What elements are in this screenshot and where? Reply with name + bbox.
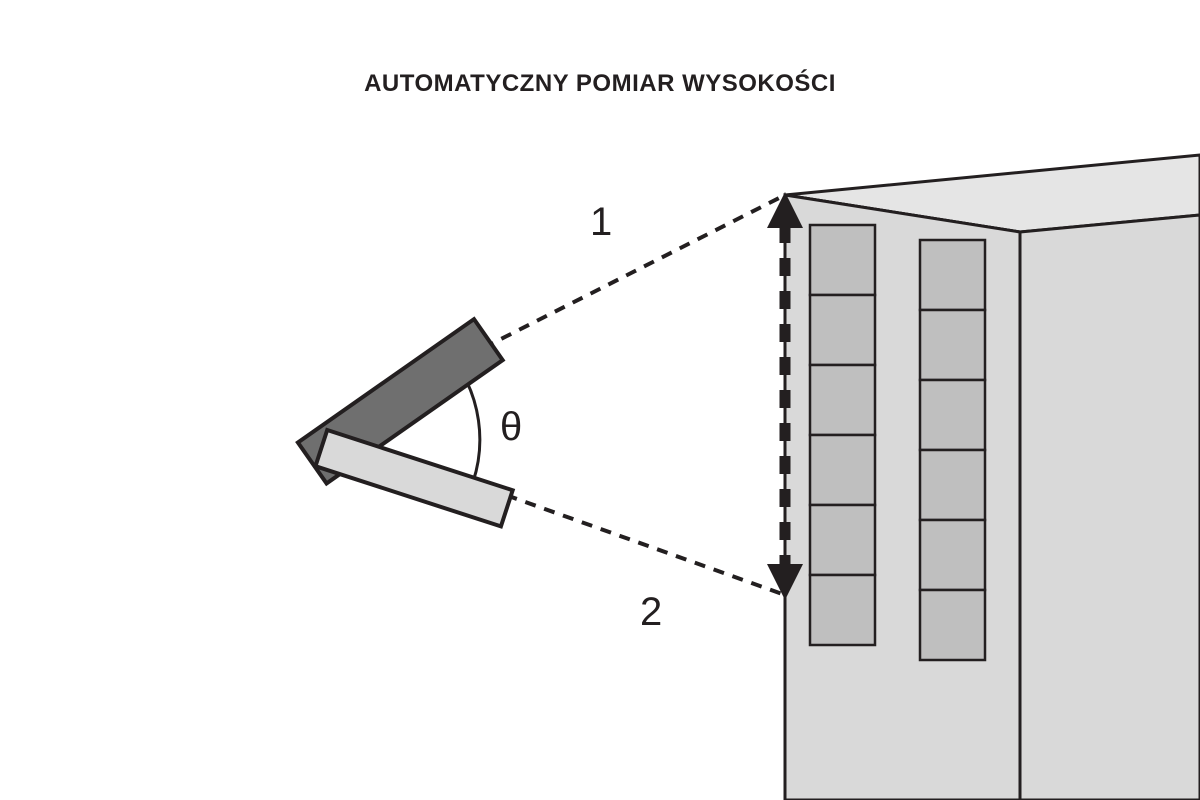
label-sightline-2: 2 — [640, 590, 662, 635]
diagram-title: AUTOMATYCZNY POMIAR WYSOKOŚCI — [0, 70, 1200, 98]
building-side — [1020, 215, 1200, 800]
window-column-2 — [920, 240, 985, 660]
diagram-canvas — [0, 0, 1200, 800]
label-sightline-1: 1 — [590, 200, 612, 245]
building — [785, 155, 1200, 800]
label-angle-theta: θ — [500, 405, 522, 450]
window-column-1 — [810, 225, 875, 645]
measuring-device — [298, 319, 513, 526]
device-lower-bar — [315, 430, 512, 526]
